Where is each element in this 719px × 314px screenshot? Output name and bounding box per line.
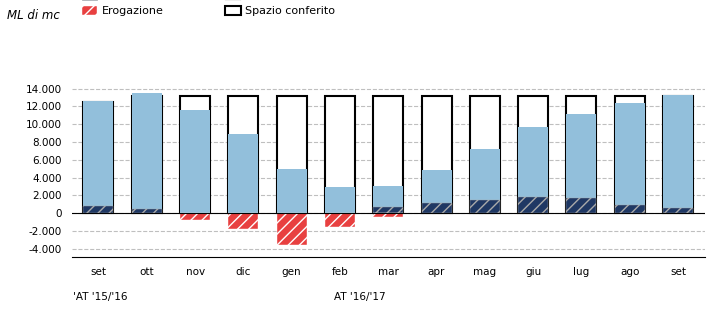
Bar (421, 171, 452, 203)
Bar (470, 96, 500, 213)
Bar (229, 96, 258, 213)
Bar (325, 96, 355, 213)
Bar (470, 149, 500, 200)
Bar (373, 207, 403, 213)
Bar (663, 208, 693, 213)
Bar (373, 213, 403, 217)
Bar (180, 213, 210, 220)
Bar (518, 127, 548, 197)
Bar (180, 96, 210, 213)
Bar (180, 110, 210, 213)
Bar (518, 96, 548, 213)
Bar (421, 96, 452, 213)
Bar (277, 96, 306, 213)
Bar (518, 197, 548, 213)
Bar (373, 186, 403, 207)
Bar (132, 208, 162, 213)
Text: ML di mc: ML di mc (7, 9, 60, 22)
Bar (470, 200, 500, 213)
Bar (567, 96, 597, 213)
Bar (132, 93, 162, 208)
Bar (83, 102, 114, 213)
Bar (567, 114, 597, 198)
Bar (277, 213, 306, 245)
Bar (663, 96, 693, 213)
Legend: Giacenze fine mese, Erogazione, Iniezioni, Spazio conferito: Giacenze fine mese, Erogazione, Iniezion… (78, 0, 339, 20)
Bar (277, 169, 306, 213)
Bar (373, 96, 403, 213)
Bar (615, 103, 645, 205)
Bar (615, 96, 645, 213)
Bar (325, 213, 355, 227)
Bar (229, 134, 258, 213)
Text: AT '16/'17: AT '16/'17 (334, 292, 385, 302)
Bar (663, 95, 693, 208)
Bar (421, 203, 452, 213)
Bar (325, 187, 355, 213)
Bar (83, 206, 114, 213)
Bar (615, 205, 645, 213)
Bar (132, 96, 162, 213)
Bar (229, 213, 258, 229)
Text: 'AT '15/'16: 'AT '15/'16 (73, 292, 128, 302)
Bar (83, 101, 114, 206)
Bar (567, 198, 597, 213)
